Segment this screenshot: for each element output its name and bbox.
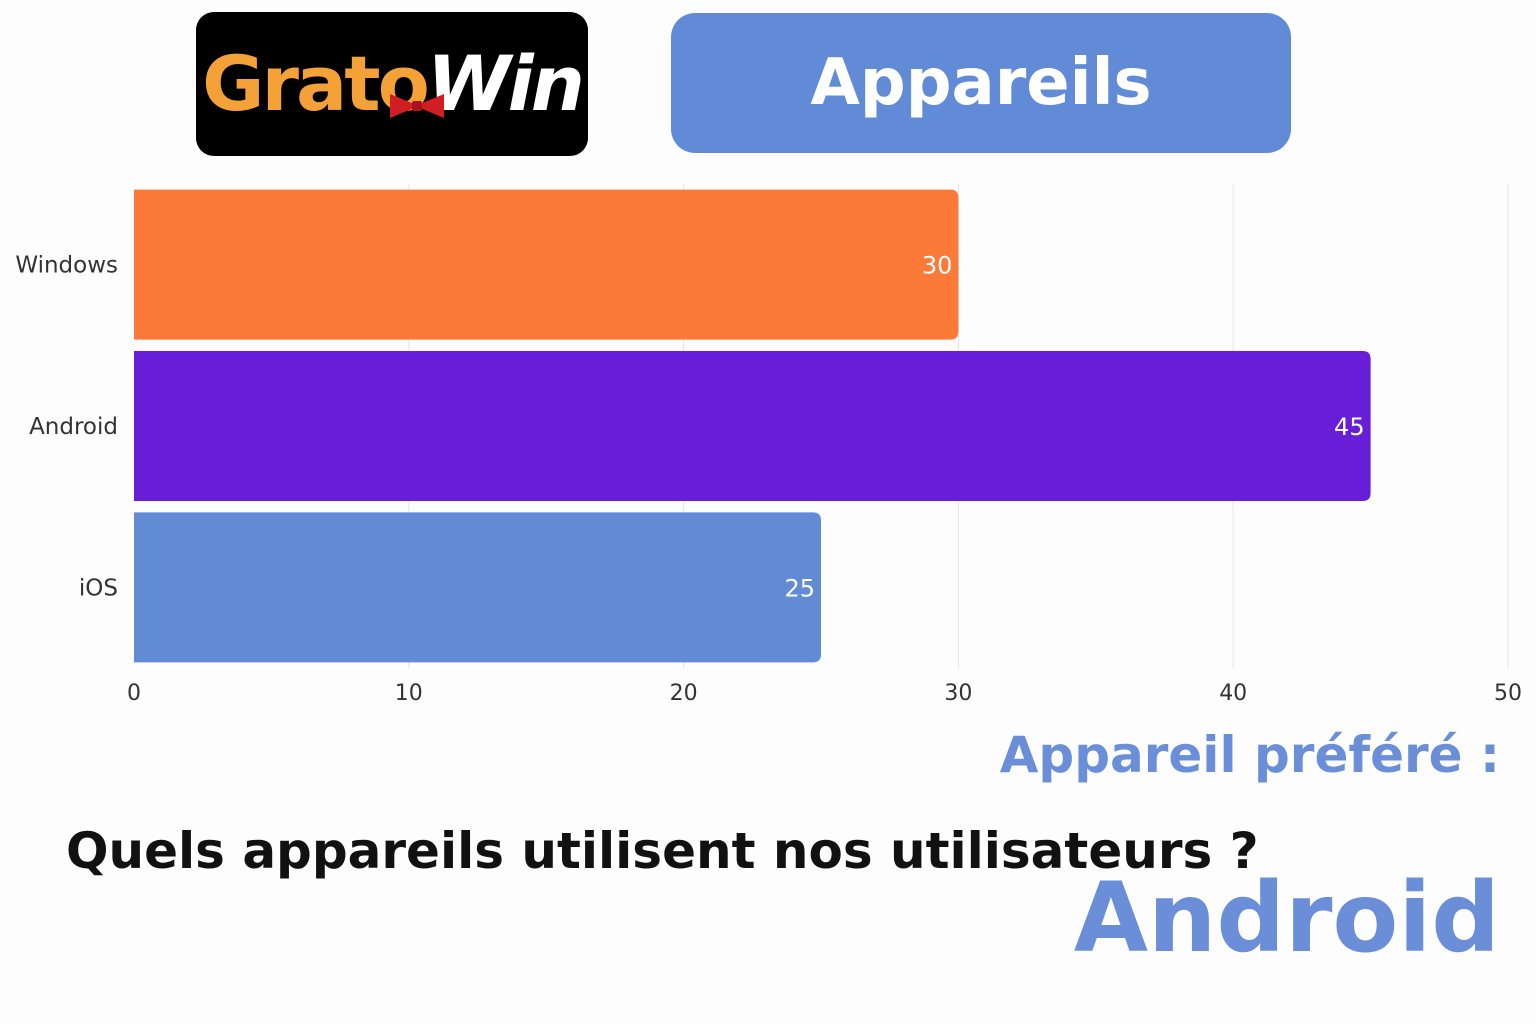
bar-chart: 30 45 25 Windows Android iOS 0 10 20 30 40 50	[15, 184, 1522, 706]
bow-tie-icon	[390, 94, 444, 118]
bars: 30 45 25	[134, 189, 1371, 663]
x-tick-label: 10	[395, 681, 423, 706]
preferred-device-label: Appareil préféré :	[999, 726, 1500, 784]
bar-value-label: 45	[1334, 413, 1365, 441]
category-labels: Windows Android iOS	[15, 253, 118, 602]
category-label-ios: iOS	[79, 575, 118, 601]
x-tick-label: 40	[1219, 681, 1247, 706]
gratowin-logo: GratoWin	[196, 12, 588, 156]
bar-value-label: 25	[784, 574, 815, 602]
bar-windows	[134, 189, 959, 340]
x-tick-label: 50	[1494, 681, 1522, 706]
x-tick-label: 20	[670, 681, 698, 706]
x-tick-label: 30	[944, 681, 972, 706]
logo-text: GratoWin	[202, 46, 585, 122]
bar-android	[134, 351, 1371, 501]
bar-ios	[134, 512, 821, 663]
logo-text-part2: Win	[426, 39, 585, 128]
question-heading: Quels appareils utilisent nos utilisateu…	[66, 822, 1259, 880]
header-title: Appareils	[810, 46, 1152, 120]
header-pill: Appareils	[671, 13, 1291, 153]
x-axis-ticks: 0 10 20 30 40 50	[127, 681, 1522, 706]
preferred-device-value: Android	[1073, 862, 1500, 974]
category-label-windows: Windows	[15, 253, 118, 279]
bar-value-label: 30	[922, 252, 953, 280]
x-tick-label: 0	[127, 681, 141, 706]
category-label-android: Android	[29, 414, 118, 440]
